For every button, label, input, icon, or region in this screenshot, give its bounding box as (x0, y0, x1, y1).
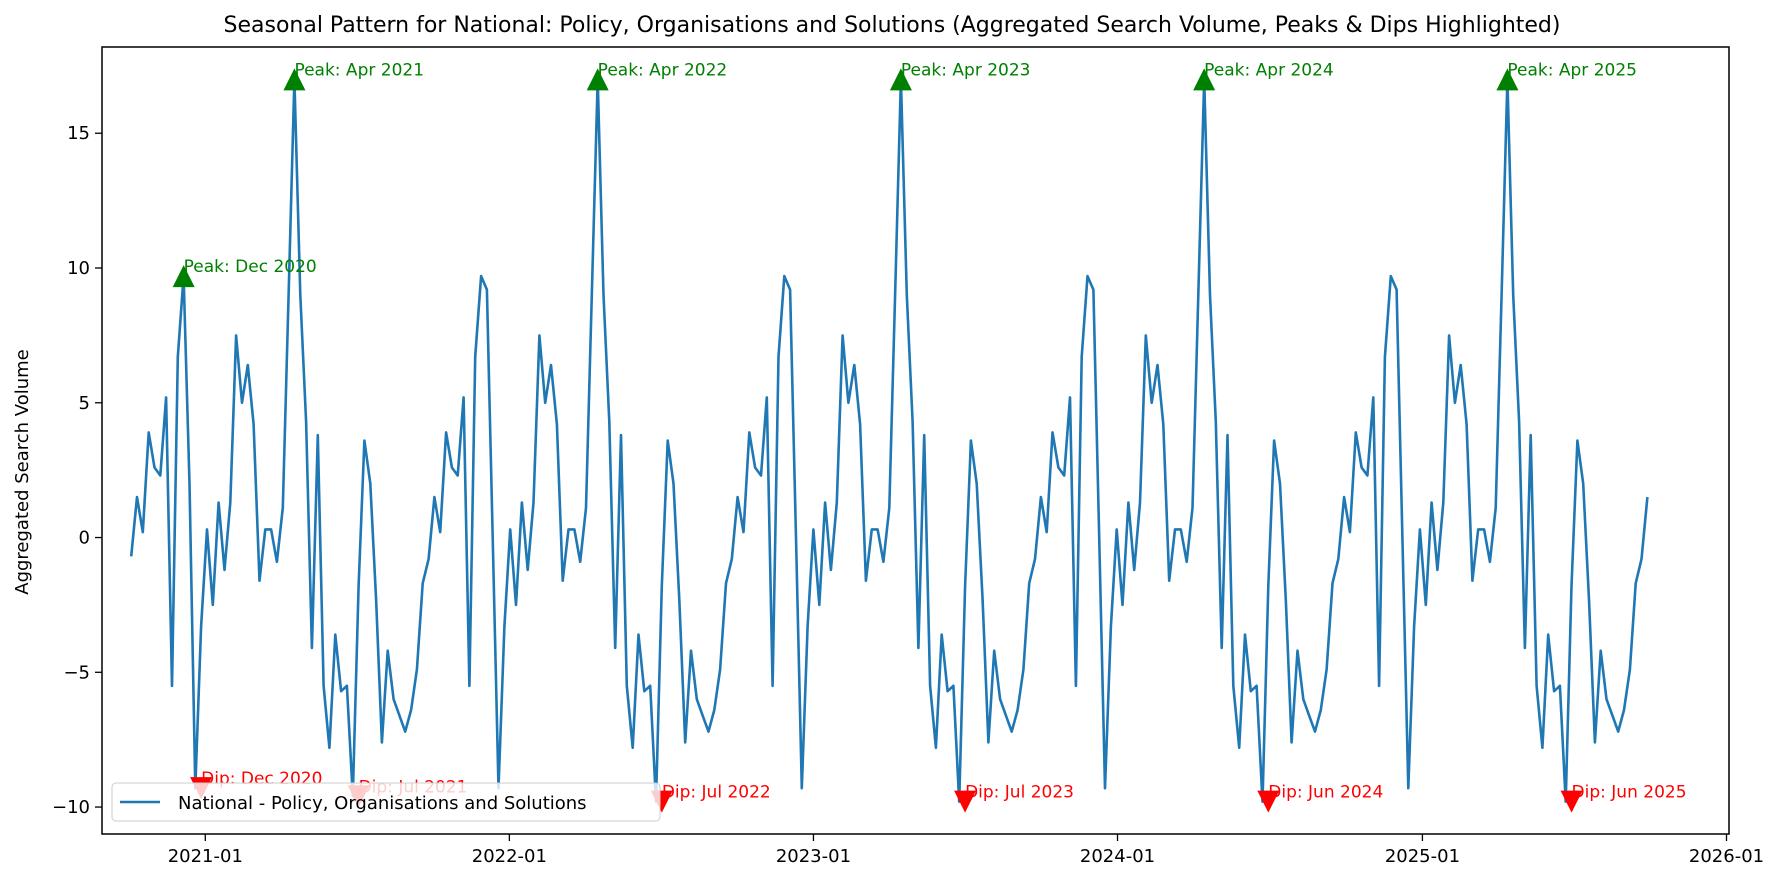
x-tick-label: 2021-01 (168, 846, 243, 867)
peak-marker (1193, 68, 1216, 91)
dip-marker (1257, 790, 1280, 813)
legend-entry: National - Policy, Organisations and Sol… (178, 793, 587, 814)
chart-title: Seasonal Pattern for National: Policy, O… (224, 13, 1561, 38)
plot-frame (101, 46, 1730, 835)
peak-label: Peak: Apr 2022 (598, 60, 728, 80)
y-axis-label: Aggregated Search Volume (12, 349, 33, 595)
y-tick-label: −5 (63, 662, 90, 683)
y-tick-label: 5 (79, 393, 90, 414)
peak-marker (1496, 68, 1519, 91)
dip-label: Dip: Jul 2022 (662, 783, 771, 803)
y-tick-label: 10 (67, 258, 90, 279)
x-tick-label: 2025-01 (1385, 846, 1460, 867)
axis-ticks: 2021-01 2022-01 2023-01 2024-01 2025-01 2026-… (52, 123, 1764, 867)
legend-box (111, 782, 661, 822)
annotations: Peak: Dec 2020 Peak: Apr 2021 Peak: Apr 20… (172, 60, 1687, 813)
legend: National - Policy, Organisations and Sol… (111, 782, 661, 822)
peak-marker (889, 68, 912, 91)
dip-label: Dip: Jun 2024 (1268, 783, 1383, 803)
x-tick-label: 2024-01 (1080, 846, 1155, 867)
y-tick-label: 15 (67, 123, 90, 144)
series-line (129, 78, 1649, 804)
x-tick-label: 2023-01 (776, 846, 851, 867)
plot-area (129, 78, 1649, 804)
dip-label: Dip: Jun 2025 (1572, 783, 1687, 803)
peak-label: Peak: Apr 2021 (294, 60, 424, 80)
x-tick-label: 2022-01 (472, 846, 547, 867)
peak-marker (586, 68, 609, 91)
dip-marker (954, 790, 977, 813)
y-tick-label: −10 (52, 797, 90, 818)
peak-marker (172, 265, 195, 288)
peak-label: Peak: Apr 2025 (1507, 60, 1637, 80)
peak-label: Peak: Apr 2023 (901, 60, 1031, 80)
y-tick-label: 0 (79, 528, 90, 549)
peak-label: Peak: Dec 2020 (184, 257, 317, 277)
peak-label: Peak: Apr 2024 (1204, 60, 1334, 80)
peak-marker (283, 68, 306, 91)
x-tick-label: 2026-01 (1689, 846, 1764, 867)
dip-label: Dip: Jul 2023 (965, 783, 1074, 803)
dip-marker (1560, 790, 1583, 813)
